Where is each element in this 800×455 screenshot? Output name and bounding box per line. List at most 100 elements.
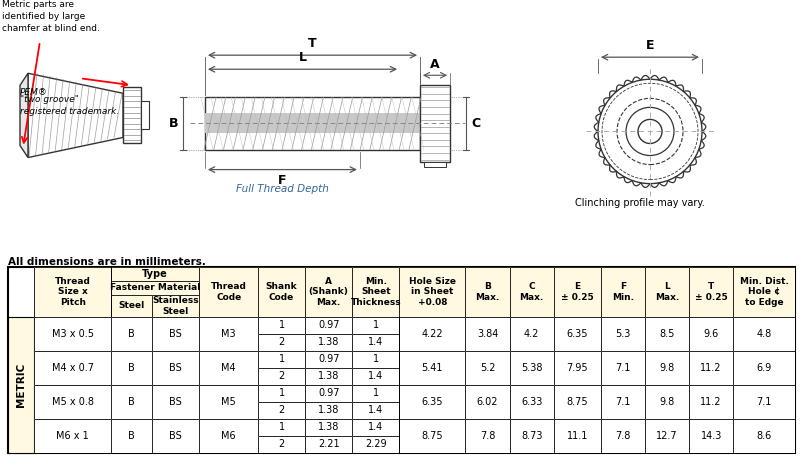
- Text: 1.38: 1.38: [318, 405, 339, 415]
- Bar: [258, 419, 305, 436]
- Bar: [199, 267, 258, 317]
- Text: B: B: [128, 363, 135, 373]
- Text: "two groove"
registered trademark.: "two groove" registered trademark.: [20, 96, 119, 116]
- Bar: [305, 368, 352, 385]
- Bar: [258, 419, 305, 436]
- Bar: [352, 317, 399, 334]
- Bar: [601, 419, 645, 453]
- Bar: [399, 351, 466, 385]
- Bar: [199, 419, 258, 453]
- Bar: [352, 436, 399, 453]
- Text: M3: M3: [222, 329, 236, 339]
- Bar: [399, 419, 466, 453]
- Bar: [111, 295, 152, 317]
- Bar: [34, 419, 111, 453]
- Bar: [645, 267, 689, 317]
- Bar: [734, 267, 795, 317]
- Bar: [305, 351, 352, 368]
- Bar: [111, 281, 199, 295]
- Bar: [34, 385, 111, 419]
- Bar: [199, 351, 258, 385]
- Text: All dimensions are in millimeters.: All dimensions are in millimeters.: [8, 257, 206, 267]
- Text: B
Max.: B Max.: [475, 282, 500, 302]
- Bar: [111, 295, 152, 317]
- Bar: [205, 113, 420, 133]
- Bar: [645, 317, 689, 351]
- Bar: [510, 351, 554, 385]
- Bar: [152, 385, 199, 419]
- Bar: [152, 351, 199, 385]
- Text: L
Max.: L Max.: [655, 282, 679, 302]
- Bar: [152, 317, 199, 351]
- Text: 4.8: 4.8: [757, 329, 772, 339]
- Bar: [554, 385, 601, 419]
- Bar: [352, 267, 399, 317]
- Bar: [34, 385, 111, 419]
- Bar: [305, 402, 352, 419]
- Bar: [352, 436, 399, 453]
- Text: 11.2: 11.2: [701, 397, 722, 407]
- Bar: [305, 267, 352, 317]
- Bar: [554, 267, 601, 317]
- Text: 1: 1: [373, 389, 379, 399]
- Bar: [689, 419, 734, 453]
- Bar: [645, 351, 689, 385]
- Text: 12.7: 12.7: [656, 431, 678, 441]
- Text: Clinching profile may vary.: Clinching profile may vary.: [575, 197, 705, 207]
- Bar: [258, 334, 305, 351]
- Text: 2.29: 2.29: [365, 440, 386, 450]
- Text: 5.3: 5.3: [615, 329, 630, 339]
- Text: 0.97: 0.97: [318, 354, 339, 364]
- Text: M5 x 0.8: M5 x 0.8: [52, 397, 94, 407]
- Text: 1.38: 1.38: [318, 371, 339, 381]
- Bar: [258, 368, 305, 385]
- Bar: [305, 368, 352, 385]
- Bar: [352, 402, 399, 419]
- Bar: [258, 402, 305, 419]
- Bar: [152, 295, 199, 317]
- Bar: [258, 267, 305, 317]
- Bar: [34, 317, 111, 351]
- Text: M6 x 1: M6 x 1: [56, 431, 89, 441]
- Bar: [34, 351, 111, 385]
- Bar: [689, 317, 734, 351]
- Bar: [305, 436, 352, 453]
- Bar: [510, 351, 554, 385]
- Text: 1.4: 1.4: [368, 423, 383, 432]
- Bar: [466, 419, 510, 453]
- Bar: [466, 317, 510, 351]
- Bar: [689, 351, 734, 385]
- Bar: [399, 317, 466, 351]
- Bar: [645, 419, 689, 453]
- Bar: [352, 385, 399, 402]
- Bar: [152, 317, 199, 351]
- Bar: [645, 351, 689, 385]
- Text: 5.41: 5.41: [422, 363, 443, 373]
- Text: Metric parts are
identified by large
chamfer at blind end.: Metric parts are identified by large cha…: [2, 0, 100, 33]
- Bar: [111, 267, 199, 281]
- Text: 1: 1: [278, 389, 285, 399]
- Text: 6.33: 6.33: [521, 397, 542, 407]
- Text: M3 x 0.5: M3 x 0.5: [52, 329, 94, 339]
- Bar: [258, 317, 305, 334]
- Text: 2: 2: [278, 440, 285, 450]
- Bar: [258, 351, 305, 368]
- Bar: [352, 334, 399, 351]
- Text: F
Min.: F Min.: [612, 282, 634, 302]
- Text: 1.4: 1.4: [368, 405, 383, 415]
- Text: BS: BS: [170, 431, 182, 441]
- Bar: [305, 351, 352, 368]
- Text: 1: 1: [278, 423, 285, 432]
- Bar: [34, 267, 111, 317]
- Text: 7.1: 7.1: [615, 363, 630, 373]
- Bar: [152, 419, 199, 453]
- Bar: [258, 334, 305, 351]
- Text: 14.3: 14.3: [701, 431, 722, 441]
- Bar: [258, 351, 305, 368]
- Text: T
± 0.25: T ± 0.25: [694, 282, 727, 302]
- Text: 2: 2: [278, 338, 285, 347]
- Bar: [601, 317, 645, 351]
- Bar: [466, 351, 510, 385]
- Bar: [305, 385, 352, 402]
- Bar: [734, 385, 795, 419]
